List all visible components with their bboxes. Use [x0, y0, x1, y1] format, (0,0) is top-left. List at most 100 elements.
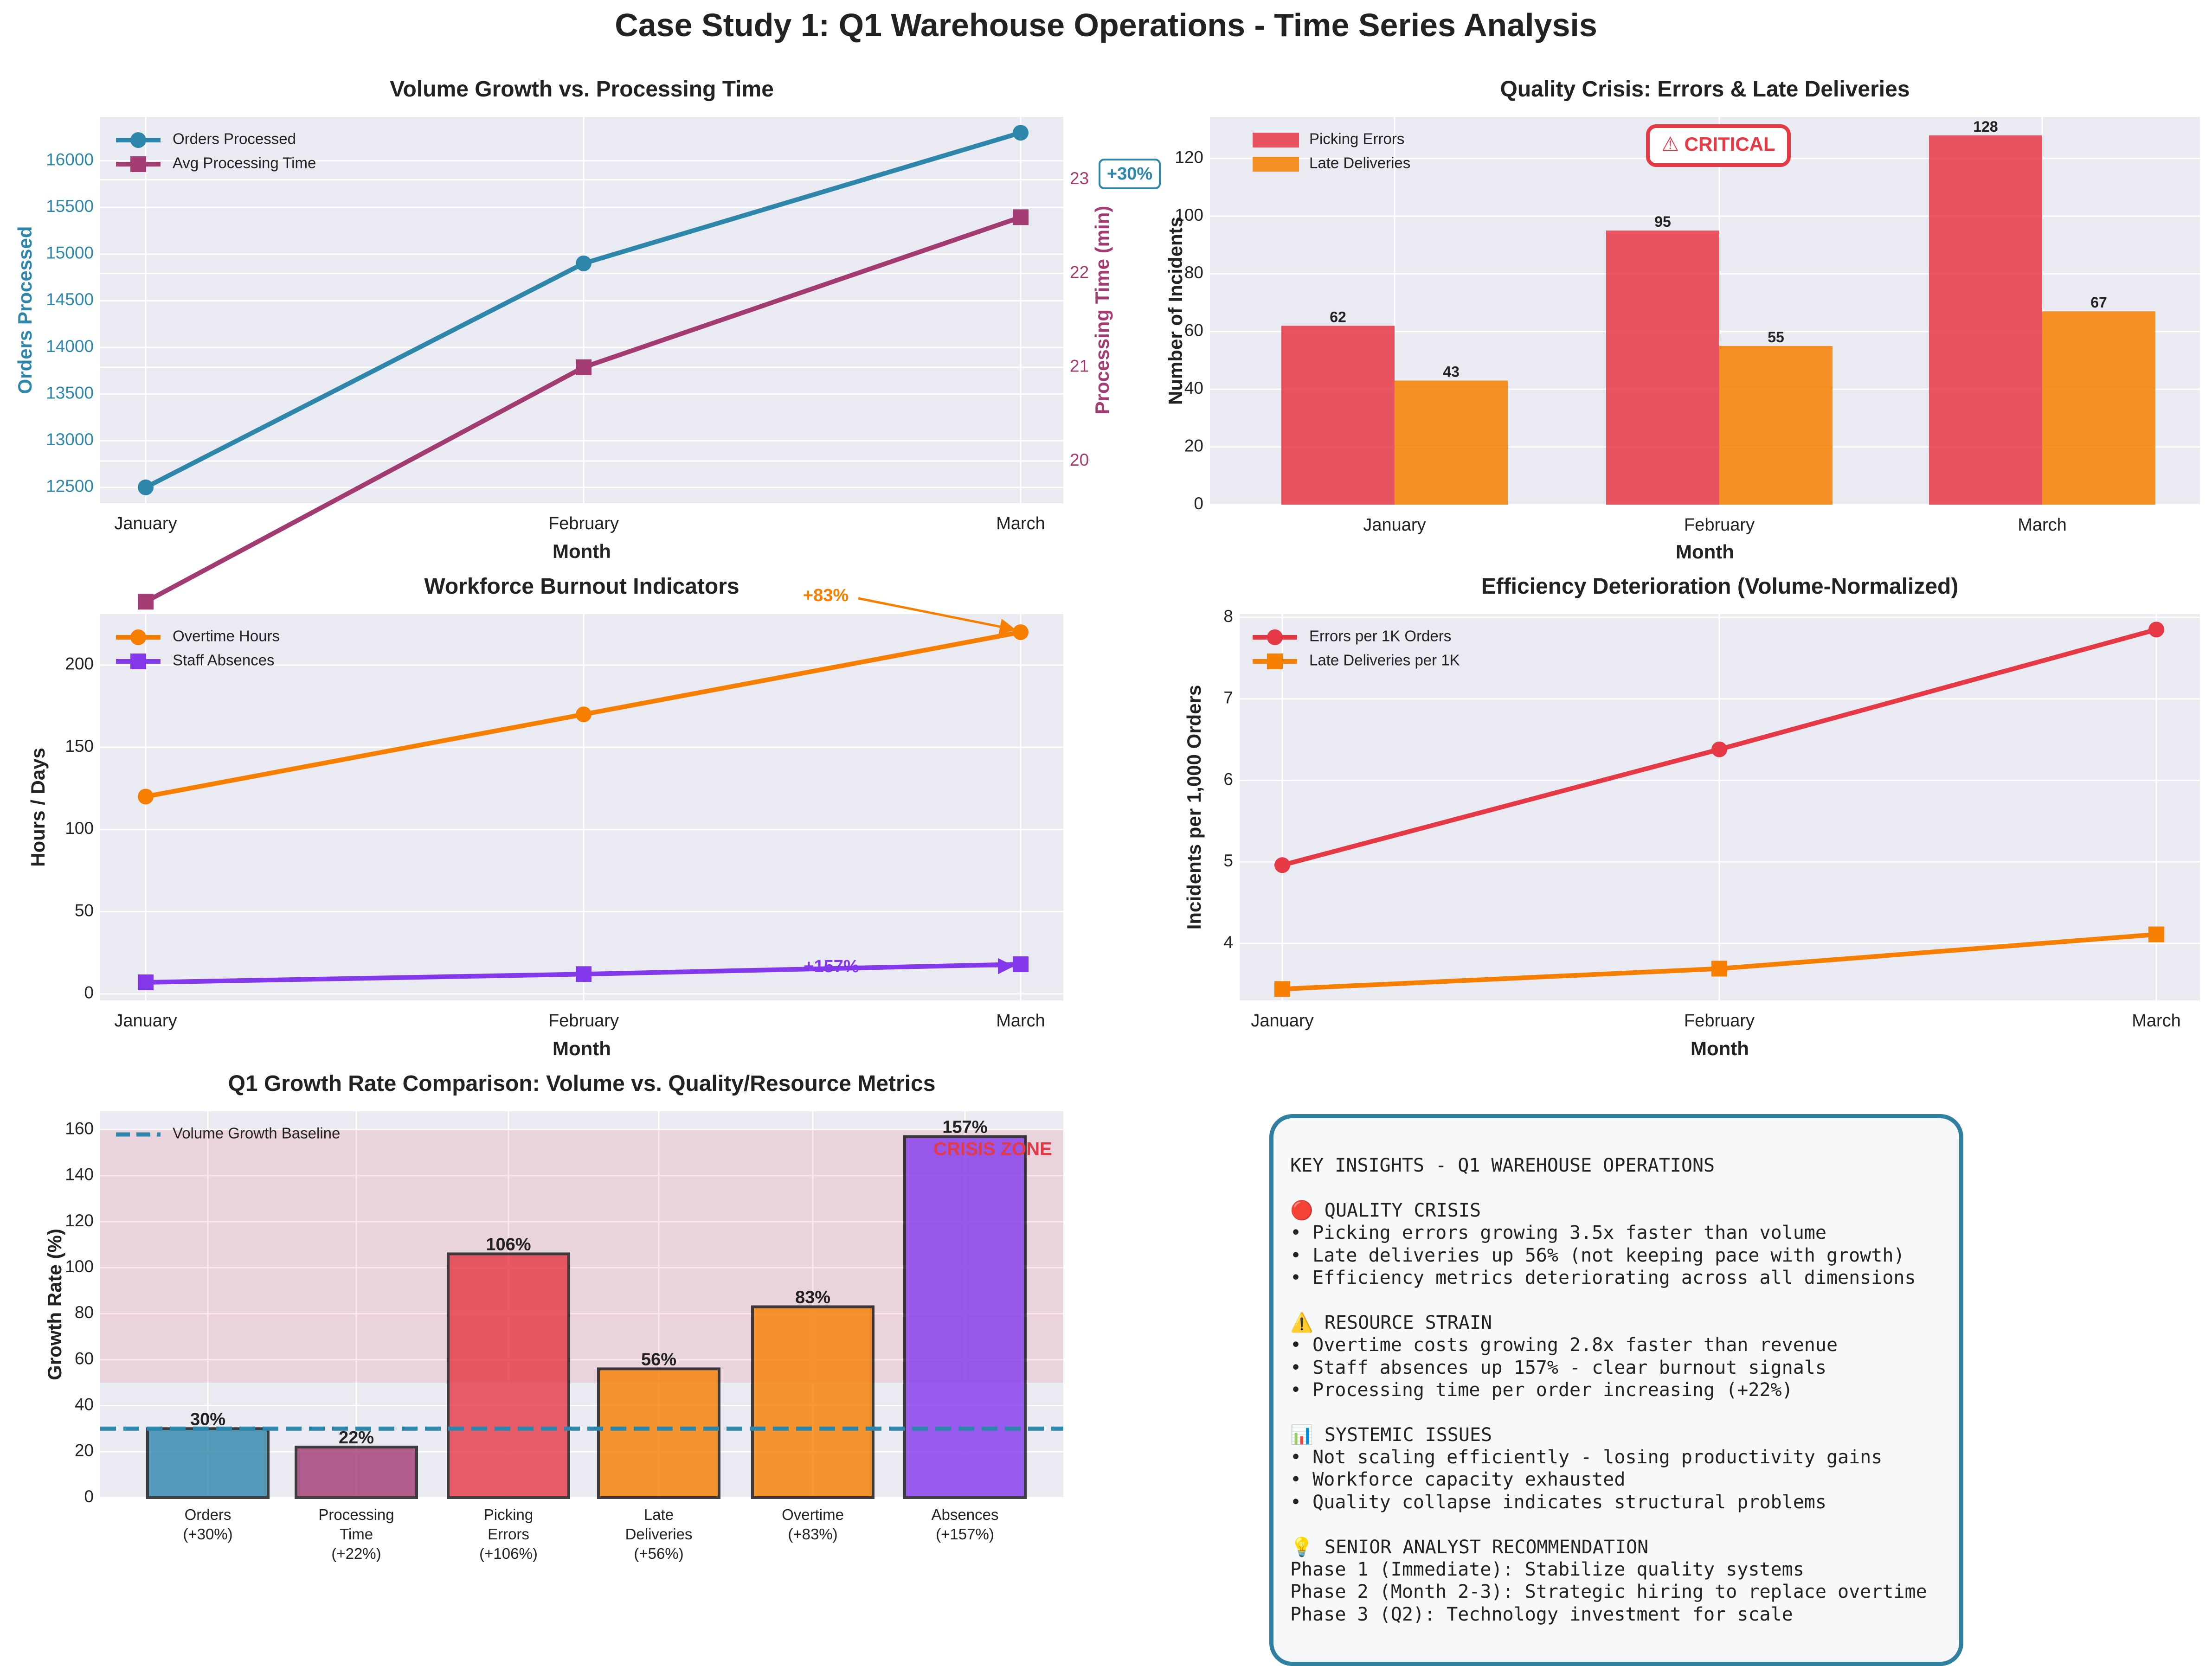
x-tick-label: (+30%)	[183, 1525, 232, 1543]
data-point	[1013, 624, 1029, 640]
chart-title: Quality Crisis: Errors & Late Deliveries	[1500, 77, 1910, 102]
y-tick-label: 7	[1223, 688, 1233, 707]
x-tick-label: Absences	[932, 1506, 999, 1523]
y2-axis-label: Processing Time (min)	[1091, 206, 1113, 415]
data-point	[138, 594, 154, 610]
bar-value-label: 95	[1654, 213, 1671, 230]
growth-bar	[903, 1135, 1027, 1499]
legend-label: Picking Errors	[1309, 130, 1404, 147]
data-point	[576, 359, 592, 375]
y-tick-label: 15000	[46, 243, 94, 263]
y-tick-label: 0	[1194, 494, 1203, 513]
x-tick-label: (+106%)	[479, 1545, 538, 1562]
data-point	[130, 629, 146, 645]
insight-line: KEY INSIGHTS - Q1 WAREHOUSE OPERATIONS	[1290, 1155, 1715, 1176]
legend-label: Late Deliveries	[1309, 154, 1410, 172]
crisis-zone-label: CRISIS ZONE	[933, 1139, 1052, 1160]
legend-label: Orders Processed	[173, 130, 296, 147]
y-tick-label: 160	[65, 1119, 94, 1138]
y-axis-label: Hours / Days	[27, 748, 49, 867]
x-tick-label: March	[2132, 1011, 2181, 1031]
y-axis-label: Orders Processed	[14, 226, 36, 394]
legend-label: Late Deliveries per 1K	[1309, 652, 1460, 669]
y-tick-label: 4	[1223, 933, 1233, 952]
bar-value-label: 30%	[190, 1410, 225, 1429]
key-insights-box: KEY INSIGHTS - Q1 WAREHOUSE OPERATIONS 🔴 …	[1269, 1114, 1963, 1666]
y-tick-label: 14500	[46, 290, 94, 309]
data-point	[576, 706, 592, 723]
insight-spacer	[1290, 1401, 1959, 1423]
y-tick-label: 14000	[46, 337, 94, 356]
plot-area-burnout	[100, 614, 1063, 1000]
insight-line: Phase 1 (Immediate): Stabilize quality s…	[1290, 1559, 1804, 1581]
data-point	[1267, 654, 1283, 669]
insight-line: Phase 3 (Q2): Technology investment for …	[1290, 1603, 1793, 1625]
y-tick-label: 13500	[46, 383, 94, 402]
insight-line: • Efficiency metrics deteriorating acros…	[1290, 1267, 1916, 1288]
data-point	[130, 654, 146, 669]
y-tick-label: 100	[1175, 205, 1203, 224]
bar-value-label: 83%	[795, 1288, 830, 1307]
insight-line: 🔴 QUALITY CRISIS	[1290, 1199, 1481, 1221]
y-tick-label: 150	[65, 737, 94, 756]
chart-title: Efficiency Deterioration (Volume-Normali…	[1481, 574, 1959, 599]
data-point	[138, 479, 154, 495]
y-tick-label: 8	[1223, 607, 1233, 626]
y-tick-label: 120	[65, 1211, 94, 1230]
growth-bar	[295, 1445, 418, 1499]
insight-line: ⚠️ RESOURCE STRAIN	[1290, 1312, 1492, 1333]
insight-line: • Processing time per order increasing (…	[1290, 1379, 1793, 1401]
y-axis-label: Incidents per 1,000 Orders	[1183, 685, 1205, 930]
y2-tick-label: 21	[1070, 357, 1089, 376]
x-tick-label: March	[2018, 515, 2067, 535]
x-tick-label: February	[548, 514, 619, 533]
data-point	[1013, 956, 1029, 973]
x-tick-label: February	[1684, 1011, 1755, 1031]
y-tick-label: 60	[75, 1349, 94, 1368]
y-tick-label: 20	[1184, 436, 1203, 455]
chart-title: Q1 Growth Rate Comparison: Volume vs. Qu…	[228, 1071, 936, 1096]
y-tick-label: 140	[65, 1165, 94, 1184]
y-tick-label: 12500	[46, 477, 94, 496]
y-tick-label: 6	[1223, 769, 1233, 788]
data-point	[130, 156, 146, 172]
growth-annotation-box	[1099, 159, 1161, 189]
x-tick-label: February	[1684, 515, 1755, 535]
x-axis-label: Month	[1691, 1038, 1749, 1059]
y-tick-label: 0	[84, 983, 94, 1002]
growth-annotation: +30%	[1107, 164, 1152, 184]
insight-line: Phase 2 (Month 2-3): Strategic hiring to…	[1290, 1581, 1927, 1603]
y-tick-label: 0	[84, 1487, 94, 1506]
legend-label: Staff Absences	[173, 652, 275, 669]
y-tick-label: 120	[1175, 147, 1203, 167]
x-tick-label: Errors	[488, 1525, 529, 1543]
chart-title: Volume Growth vs. Processing Time	[390, 77, 774, 102]
bar-late-deliveries	[1395, 380, 1508, 505]
data-point	[1711, 741, 1727, 757]
insight-spacer	[1290, 1513, 1959, 1536]
insight-line: 📊 SYSTEMIC ISSUES	[1290, 1424, 1492, 1446]
y2-tick-label: 23	[1070, 169, 1089, 188]
bar-value-label: 106%	[486, 1235, 531, 1254]
y-tick-label: 13000	[46, 430, 94, 449]
growth-bar	[146, 1427, 270, 1499]
bar-value-label: 56%	[641, 1350, 676, 1369]
legend-label: Volume Growth Baseline	[173, 1125, 340, 1142]
bar-picking-errors	[1606, 231, 1719, 505]
bar-picking-errors	[1281, 326, 1395, 505]
critical-label: ⚠ CRITICAL	[1661, 133, 1775, 155]
data-point	[1267, 629, 1283, 645]
bar-late-deliveries	[2042, 311, 2155, 505]
legend-label: Avg Processing Time	[173, 154, 316, 172]
plot-area-volume	[100, 117, 1063, 503]
y2-tick-label: 20	[1070, 450, 1089, 469]
insight-line: • Picking errors growing 3.5x faster tha…	[1290, 1222, 1826, 1244]
data-point	[2148, 622, 2164, 638]
y-tick-label: 100	[65, 1257, 94, 1276]
data-point	[1711, 961, 1727, 977]
y-tick-label: 16000	[46, 150, 94, 169]
bar-late-deliveries	[1719, 346, 1833, 505]
x-tick-label: Processing	[318, 1506, 394, 1523]
data-point	[138, 974, 154, 991]
growth-bar	[751, 1305, 875, 1499]
